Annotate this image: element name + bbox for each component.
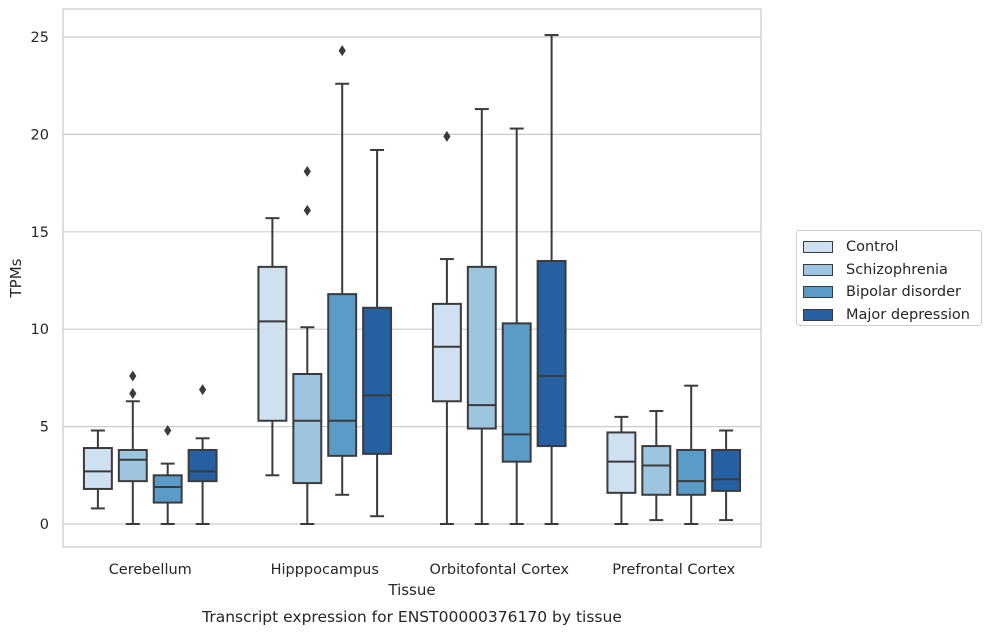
box-2-0 (431, 130, 462, 525)
box-2-2 (501, 127, 532, 525)
box-2-3 (536, 34, 567, 525)
legend-swatch (803, 308, 833, 321)
legend-label: Major depression (846, 306, 970, 323)
box-2-1 (466, 108, 497, 525)
box-layer (82, 34, 742, 525)
box-1-0 (257, 217, 288, 477)
x-axis-label: Tissue (387, 581, 435, 599)
box-1-2 (327, 45, 358, 496)
box-1-3 (362, 148, 393, 518)
box-0-3 (187, 384, 218, 525)
box-body (641, 445, 672, 496)
legend-label: Schizophrenia (846, 261, 948, 278)
y-axis-label: TPMs (7, 258, 25, 298)
box-body (362, 306, 393, 455)
box-body (536, 260, 567, 448)
chart-title: Transcript expression for ENST0000037617… (201, 608, 622, 626)
y-tick-label-0: 0 (40, 517, 49, 533)
y-tick-label-3: 15 (31, 225, 49, 241)
box-body (82, 447, 113, 490)
x-tick-label-0: Cerebellum (109, 562, 192, 578)
box-body (187, 448, 218, 483)
box-body (466, 265, 497, 430)
box-body (711, 448, 742, 492)
legend-swatch (803, 241, 833, 254)
box-3-3 (711, 429, 742, 522)
box-0-2 (152, 424, 183, 525)
box-3-0 (606, 415, 637, 525)
box-body (152, 474, 183, 504)
box-body (501, 322, 532, 463)
x-tick-label-1: Hipppocampus (271, 562, 379, 578)
legend-item-3: Major depression (803, 304, 981, 327)
plot-frame (62, 8, 762, 548)
legend-swatch (803, 263, 833, 276)
legend-item-2: Bipolar disorder (803, 281, 981, 304)
box-0-0 (82, 429, 113, 510)
box-3-2 (676, 384, 707, 525)
legend-item-1: Schizophrenia (803, 259, 981, 282)
legend-label: Bipolar disorder (846, 284, 961, 301)
legend-item-0: Control (803, 236, 981, 259)
box-body (431, 302, 462, 403)
outlier-point-0 (164, 424, 172, 436)
outlier-point-1 (129, 370, 137, 382)
y-tick-label-4: 20 (31, 127, 49, 143)
box-body (292, 373, 323, 485)
outlier-point-0 (443, 130, 451, 142)
legend-swatch (803, 286, 833, 299)
box-body (257, 265, 288, 422)
box-body (327, 293, 358, 457)
outlier-point-0 (303, 204, 311, 216)
tick-layer: 0 5 10 15 20 25 Cerebellum Hipppocampus Orbitofo… (31, 30, 736, 578)
grid-layer (63, 36, 761, 525)
y-tick-label-5: 25 (31, 30, 49, 46)
outlier-point-0 (199, 384, 207, 396)
x-tick-label-3: Prefrontal Cortex (612, 562, 735, 578)
legend-label: Control (846, 239, 899, 256)
outlier-point-0 (129, 387, 137, 399)
outlier-point-1 (303, 165, 311, 177)
legend: Control Schizophrenia Bipolar disorder Majo… (796, 230, 982, 326)
box-3-1 (641, 410, 672, 522)
x-tick-label-2: Orbitofontal Cortex (430, 562, 570, 578)
box-body (117, 448, 148, 483)
box-0-1 (117, 370, 148, 525)
outlier-point-0 (338, 45, 346, 57)
box-1-1 (292, 165, 323, 525)
box-body (676, 448, 707, 496)
y-tick-label-2: 10 (31, 322, 49, 338)
y-tick-label-1: 5 (40, 420, 49, 436)
